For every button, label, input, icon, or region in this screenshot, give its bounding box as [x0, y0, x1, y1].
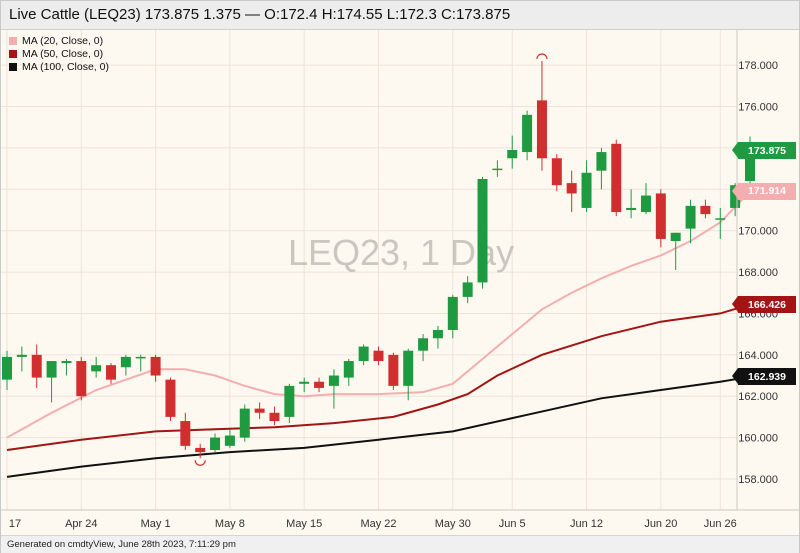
low-marker [194, 460, 206, 466]
candle-body [388, 354, 399, 386]
candle-body [670, 232, 681, 242]
candle-body [685, 205, 696, 229]
candle-body [91, 365, 102, 372]
candle-body [46, 361, 57, 378]
x-tick-label: Apr 24 [65, 518, 97, 530]
candle-body [343, 361, 354, 378]
x-tick-label: May 15 [286, 518, 322, 530]
candle-body [700, 205, 711, 215]
x-tick-label: May 30 [435, 518, 471, 530]
candle-body [626, 207, 637, 210]
candle-body [76, 361, 87, 397]
candle-body [745, 150, 755, 182]
candle-body [358, 346, 369, 362]
candle-body [135, 356, 146, 359]
x-tick-label: May 8 [215, 518, 245, 530]
candle-body [596, 152, 607, 171]
legend-swatch [9, 36, 17, 45]
candle-body [447, 296, 458, 330]
candle-body [224, 435, 235, 446]
candle-body [120, 356, 131, 368]
candle-body [522, 114, 533, 153]
candle-body [269, 412, 280, 422]
y-tick-label: 170.000 [738, 226, 778, 238]
generated-timestamp: Generated on cmdtyView, June 28th 2023, … [7, 539, 236, 550]
y-tick-label: 162.000 [738, 391, 778, 403]
candle-body [299, 381, 310, 384]
ma100-value-badge: 162.939 [732, 368, 796, 386]
ma50-value-badge: 166.426 [732, 296, 796, 314]
footer: Generated on cmdtyView, June 28th 2023, … [1, 535, 799, 553]
candle-body [61, 361, 72, 364]
high-marker [536, 53, 548, 60]
chart-title: Live Cattle (LEQ23) 173.875 1.375 — O:17… [9, 6, 511, 23]
candle-body [106, 365, 117, 380]
candle-body [180, 421, 191, 446]
legend-label: MA (50, Close, 0) [22, 47, 104, 60]
candle-body [462, 282, 473, 297]
candle-body [536, 100, 547, 159]
legend-label: MA (20, Close, 0) [22, 34, 104, 47]
candle-body [31, 354, 42, 378]
x-tick-label: May 22 [360, 518, 396, 530]
candle-body [150, 356, 161, 376]
y-tick-label: 164.000 [738, 350, 778, 362]
x-tick-label: Jun 26 [704, 518, 737, 530]
y-tick-label: 168.000 [738, 267, 778, 279]
ma-line [6, 303, 751, 451]
candle-body [284, 385, 295, 417]
candle-body [314, 381, 325, 388]
candlesticks [2, 53, 755, 466]
y-tick-label: 158.000 [738, 474, 778, 486]
x-tick-label: Jun 12 [570, 518, 603, 530]
candle-body [640, 195, 651, 213]
price-chart[interactable]: LEQ23, 1 Day 158.000 160.000 162.000 164.00… [1, 30, 799, 535]
candle-body [551, 158, 562, 186]
x-tick-label: May 1 [141, 518, 171, 530]
legend-item-ma50: MA (50, Close, 0) [9, 47, 109, 60]
title-bar: Live Cattle (LEQ23) 173.875 1.375 — O:17… [1, 1, 799, 30]
candle-body [492, 168, 503, 171]
candle-body [581, 172, 592, 208]
legend-swatch [9, 62, 17, 71]
ma20-value-badge: 171.914 [732, 182, 796, 200]
watermark-text: LEQ23, 1 Day [288, 232, 514, 273]
candle-body [655, 193, 666, 239]
candle-body [432, 330, 443, 339]
candle-body [16, 354, 27, 357]
last-price-badge: 173.875 [732, 142, 796, 160]
x-tick-label: Jun 20 [644, 518, 677, 530]
candle-body [254, 408, 265, 413]
legend-swatch [9, 49, 17, 58]
candle-body [328, 375, 339, 386]
legend-item-ma20: MA (20, Close, 0) [9, 34, 109, 47]
y-tick-label: 178.000 [738, 60, 778, 72]
candle-body [507, 150, 518, 159]
candle-body [239, 408, 250, 438]
candle-body [566, 183, 577, 194]
candle-body [165, 379, 176, 417]
y-axis: 158.000160.000162.000164.000166.000168.0… [736, 30, 778, 510]
candle-body [611, 143, 622, 213]
legend-item-ma100: MA (100, Close, 0) [9, 60, 109, 73]
x-tick-label: Jun 5 [499, 518, 526, 530]
candle-body [403, 350, 414, 386]
candle-body [418, 338, 429, 351]
candle-body [2, 356, 12, 380]
candle-body [195, 447, 206, 453]
grid [1, 30, 799, 535]
candle-body [477, 178, 488, 283]
candle-body [210, 437, 221, 450]
candle-body [715, 218, 726, 220]
plot-background [1, 30, 799, 535]
x-tick-label: 17 [9, 518, 21, 530]
y-tick-label: 160.000 [738, 433, 778, 445]
candle-body [373, 350, 384, 362]
ma-line [6, 375, 751, 478]
legend: MA (20, Close, 0) MA (50, Close, 0) MA (… [9, 34, 109, 73]
x-axis: 17 Apr 24 May 1 May 8 May 15 May 22 May 30 Jun … [1, 509, 799, 530]
legend-label: MA (100, Close, 0) [22, 60, 109, 73]
y-tick-label: 176.000 [738, 102, 778, 114]
